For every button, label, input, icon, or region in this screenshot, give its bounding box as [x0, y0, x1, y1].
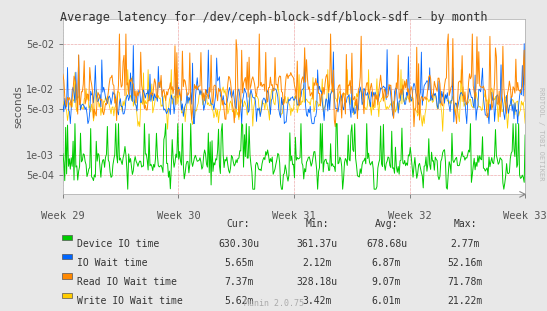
Text: 678.68u: 678.68u [366, 239, 407, 248]
Text: Cur:: Cur: [227, 219, 251, 229]
Text: Write IO Wait time: Write IO Wait time [77, 296, 182, 306]
Text: 2.12m: 2.12m [302, 258, 332, 268]
Text: RRDTOOL / TOBI OETIKER: RRDTOOL / TOBI OETIKER [538, 87, 544, 181]
Text: Week 31: Week 31 [272, 211, 316, 221]
Text: 3.42m: 3.42m [302, 296, 332, 306]
Text: 9.07m: 9.07m [372, 277, 401, 287]
Text: Max:: Max: [453, 219, 477, 229]
Text: Min:: Min: [305, 219, 329, 229]
Text: 630.30u: 630.30u [218, 239, 259, 248]
Text: 6.87m: 6.87m [372, 258, 401, 268]
Text: Average latency for /dev/ceph-block-sdf/block-sdf - by month: Average latency for /dev/ceph-block-sdf/… [60, 11, 487, 24]
Text: 2.77m: 2.77m [450, 239, 480, 248]
Text: Week 33: Week 33 [503, 211, 547, 221]
Text: Week 32: Week 32 [388, 211, 432, 221]
Text: 361.37u: 361.37u [296, 239, 337, 248]
Text: Avg:: Avg: [375, 219, 398, 229]
Text: 71.78m: 71.78m [447, 277, 482, 287]
Text: Week 29: Week 29 [41, 211, 85, 221]
Y-axis label: seconds: seconds [13, 85, 23, 128]
Text: Device IO time: Device IO time [77, 239, 159, 248]
Text: 5.65m: 5.65m [224, 258, 253, 268]
Text: 6.01m: 6.01m [372, 296, 401, 306]
Text: Week 30: Week 30 [156, 211, 200, 221]
Text: 52.16m: 52.16m [447, 258, 482, 268]
Text: IO Wait time: IO Wait time [77, 258, 147, 268]
Text: Read IO Wait time: Read IO Wait time [77, 277, 177, 287]
Text: 328.18u: 328.18u [296, 277, 337, 287]
Text: 5.62m: 5.62m [224, 296, 253, 306]
Text: Munin 2.0.75: Munin 2.0.75 [243, 299, 304, 308]
Text: 21.22m: 21.22m [447, 296, 482, 306]
Text: 7.37m: 7.37m [224, 277, 253, 287]
